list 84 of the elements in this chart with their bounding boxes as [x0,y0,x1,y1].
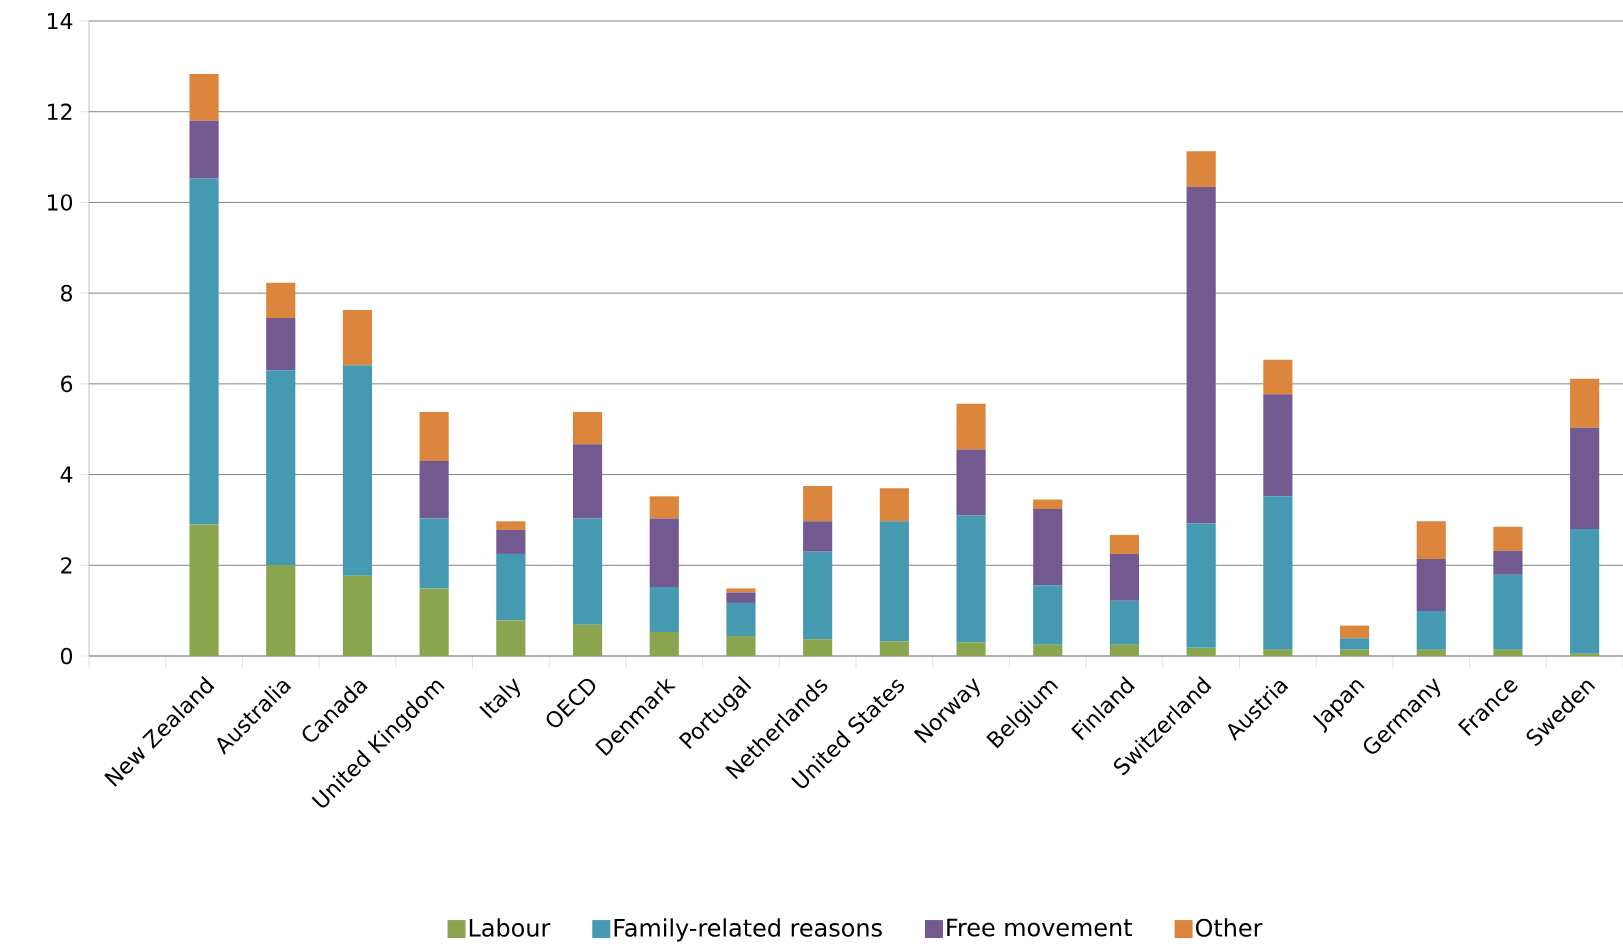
bar [1416,649,1446,656]
bar [496,521,526,530]
bar [1493,550,1523,575]
bar [1033,509,1063,586]
y-tick-label: 14 [48,13,73,29]
bar [1186,187,1216,524]
bar [1109,644,1140,656]
bar [419,411,449,461]
y-tick-label: 4 [60,466,73,483]
bar [956,642,986,656]
bar [189,178,219,525]
bar [266,318,296,371]
bar [1493,649,1523,656]
bar [189,74,219,121]
bar [572,518,603,625]
legend-label: Labour [469,918,551,937]
bar [1570,427,1600,529]
bar [726,636,756,656]
bar [1033,585,1063,645]
bar [1339,638,1370,650]
bar [266,282,296,319]
bar [1416,611,1446,650]
bar [649,587,679,632]
bar [1493,574,1523,650]
bar [649,518,679,588]
bar [1186,647,1216,656]
bar [879,488,909,522]
bar [419,460,449,519]
bar [1263,496,1293,650]
bar [1339,625,1370,639]
bar [1570,378,1600,428]
bar [572,624,603,656]
bar [572,411,603,445]
bar [879,641,909,656]
bar [189,120,219,179]
bar [956,403,986,450]
bar [726,588,756,593]
bar [1416,521,1446,559]
bar [189,524,219,656]
bar [956,449,986,516]
bar [266,370,296,566]
y-tick-label: 6 [61,375,73,393]
bar [803,551,833,640]
bar [496,620,526,656]
bar [1570,529,1600,654]
y-tick-label: 0 [60,647,73,665]
bar [649,496,679,519]
bar [342,309,373,366]
bar [1263,649,1293,656]
bar [1033,644,1063,656]
bar [1339,649,1370,656]
bar [803,485,833,522]
bar [419,588,449,656]
bar [1416,558,1446,612]
legend-label: Family-related reasons [614,918,882,942]
bar [572,444,603,519]
bar [419,518,449,589]
bar [496,553,526,621]
bar [803,521,833,552]
bar [1109,534,1140,554]
bar [342,575,373,656]
bar [649,631,679,656]
bar [1263,359,1293,395]
y-tick-label: 12 [48,103,72,120]
bar [1186,523,1216,648]
bar [1109,600,1140,645]
legend-label: Free movement [947,918,1132,937]
bar [342,365,373,576]
bar [726,592,756,603]
bar [726,602,756,637]
y-tick-label: 10 [48,194,73,211]
bar [266,565,296,656]
y-tick-label: 2 [61,557,72,574]
bar [1109,553,1140,601]
bar [879,521,909,642]
y-tick-label: 8 [61,284,72,302]
bar [1033,499,1063,510]
legend-label: Other [1195,918,1263,937]
bar [803,639,833,656]
bar [1263,394,1293,497]
bar [956,515,986,643]
bar [496,529,526,554]
bar [1493,526,1523,551]
bar [1186,151,1216,187]
